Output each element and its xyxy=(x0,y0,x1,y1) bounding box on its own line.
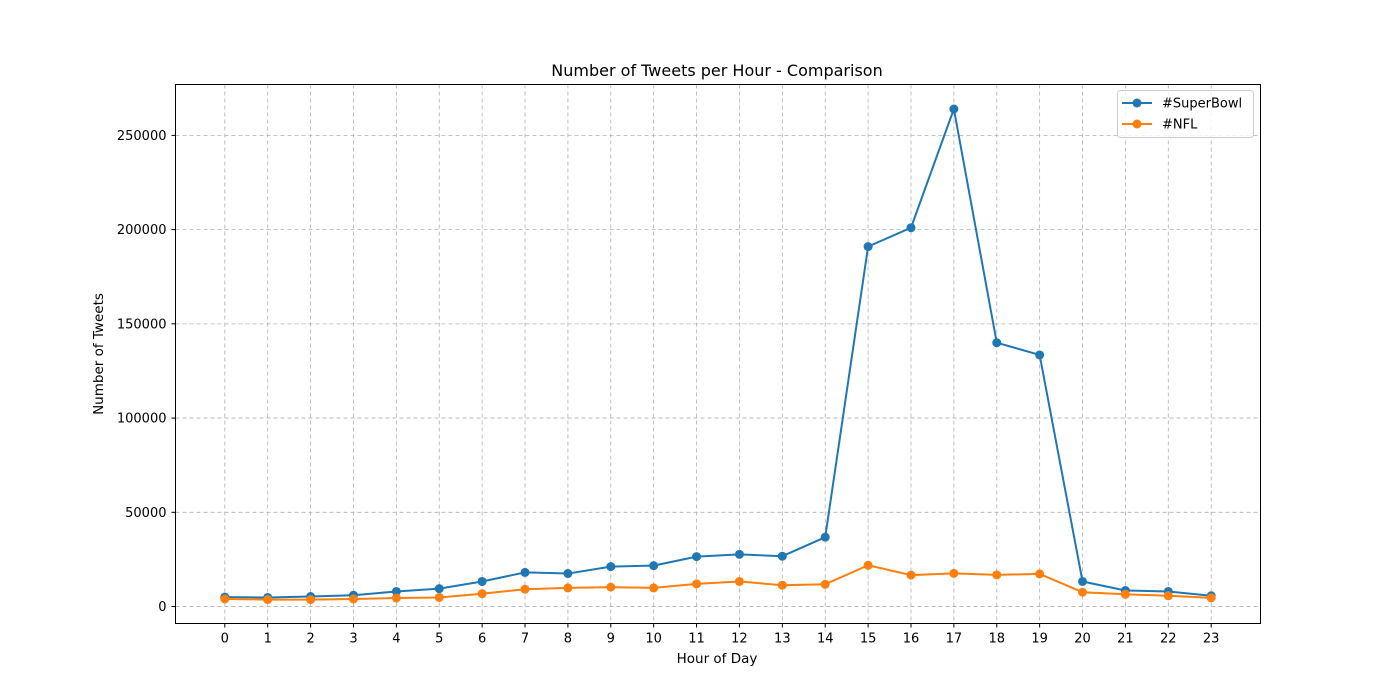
y-tick-label: 200000 xyxy=(117,223,167,238)
legend-label-nfl: #NFL xyxy=(1162,118,1198,133)
data-point xyxy=(434,584,444,594)
legend-marker-superbowl xyxy=(1132,98,1142,108)
data-point xyxy=(477,589,487,599)
data-point xyxy=(434,592,444,602)
data-point xyxy=(606,562,616,572)
legend: #SuperBowl #NFL xyxy=(1117,90,1254,138)
y-tick-label: 250000 xyxy=(117,129,167,144)
data-point xyxy=(220,594,230,604)
data-point xyxy=(992,338,1002,348)
x-tick-label: 4 xyxy=(392,632,400,647)
data-point xyxy=(263,595,273,605)
data-point xyxy=(863,242,873,252)
x-tick-label: 0 xyxy=(221,632,229,647)
x-axis-label: Hour of Day xyxy=(677,651,758,667)
x-tick-label: 20 xyxy=(1074,632,1091,647)
x-tick-label: 12 xyxy=(731,632,748,647)
x-tick-label: 7 xyxy=(521,632,529,647)
data-point xyxy=(692,579,702,589)
y-axis: 0 50000 100000 150000 200000 250000 xyxy=(117,129,176,615)
x-tick-label: 8 xyxy=(564,632,572,647)
legend-marker-nfl xyxy=(1132,119,1142,129)
data-point xyxy=(863,560,873,570)
data-point xyxy=(1035,569,1045,579)
x-tick-label: 15 xyxy=(860,632,877,647)
chart-title: Number of Tweets per Hour - Comparison xyxy=(551,61,882,80)
x-axis: 0 1 2 3 4 5 6 7 8 9 10 11 12 13 14 15 16 17 18 19 20 21 22 23 xyxy=(221,623,1220,647)
x-tick-label: 21 xyxy=(1117,632,1134,647)
x-tick-label: 10 xyxy=(645,632,662,647)
series-nfl xyxy=(220,560,1216,605)
data-point xyxy=(1120,589,1130,599)
x-tick-label: 18 xyxy=(988,632,1005,647)
data-point xyxy=(949,104,959,114)
y-tick-label: 100000 xyxy=(117,412,167,427)
x-tick-label: 9 xyxy=(607,632,615,647)
plot-frame xyxy=(175,84,1261,624)
data-point xyxy=(992,570,1002,580)
x-tick-label: 16 xyxy=(903,632,920,647)
data-point xyxy=(1078,587,1088,597)
x-tick-label: 3 xyxy=(349,632,357,647)
data-point xyxy=(520,567,530,577)
x-tick-label: 1 xyxy=(264,632,272,647)
data-point xyxy=(391,586,401,596)
y-tick-label: 150000 xyxy=(117,317,167,332)
data-point xyxy=(306,595,316,605)
y-tick-label: 0 xyxy=(158,600,166,615)
grid xyxy=(175,84,1261,624)
x-tick-label: 19 xyxy=(1031,632,1048,647)
data-point xyxy=(477,576,487,586)
data-point xyxy=(734,576,744,586)
x-tick-label: 13 xyxy=(774,632,791,647)
data-point xyxy=(777,551,787,561)
data-point xyxy=(520,584,530,594)
x-tick-label: 22 xyxy=(1160,632,1177,647)
series-line xyxy=(224,564,1212,601)
x-tick-label: 14 xyxy=(817,632,834,647)
data-point xyxy=(820,532,830,542)
data-point xyxy=(734,549,744,559)
x-tick-label: 11 xyxy=(688,632,705,647)
data-point xyxy=(906,223,916,233)
data-point xyxy=(1078,576,1088,586)
data-point xyxy=(1035,350,1045,360)
data-point xyxy=(649,583,659,593)
x-tick-label: 2 xyxy=(306,632,314,647)
x-tick-label: 17 xyxy=(946,632,963,647)
data-point xyxy=(1206,593,1216,603)
data-point xyxy=(649,561,659,571)
x-tick-label: 6 xyxy=(478,632,486,647)
data-point xyxy=(606,582,616,592)
y-axis-label: Number of Tweets xyxy=(91,293,107,415)
data-point xyxy=(906,570,916,580)
data-point xyxy=(820,579,830,589)
data-point xyxy=(949,568,959,578)
data-point xyxy=(391,593,401,603)
data-point xyxy=(1163,591,1173,601)
legend-label-superbowl: #SuperBowl xyxy=(1162,97,1242,112)
series-line xyxy=(224,108,1212,599)
series-layer xyxy=(220,104,1216,605)
data-point xyxy=(563,569,573,579)
data-point xyxy=(563,583,573,593)
y-tick-label: 50000 xyxy=(125,506,166,521)
data-point xyxy=(348,594,358,604)
data-point xyxy=(777,580,787,590)
x-tick-label: 5 xyxy=(435,632,443,647)
data-point xyxy=(692,552,702,562)
x-tick-label: 23 xyxy=(1203,632,1220,647)
